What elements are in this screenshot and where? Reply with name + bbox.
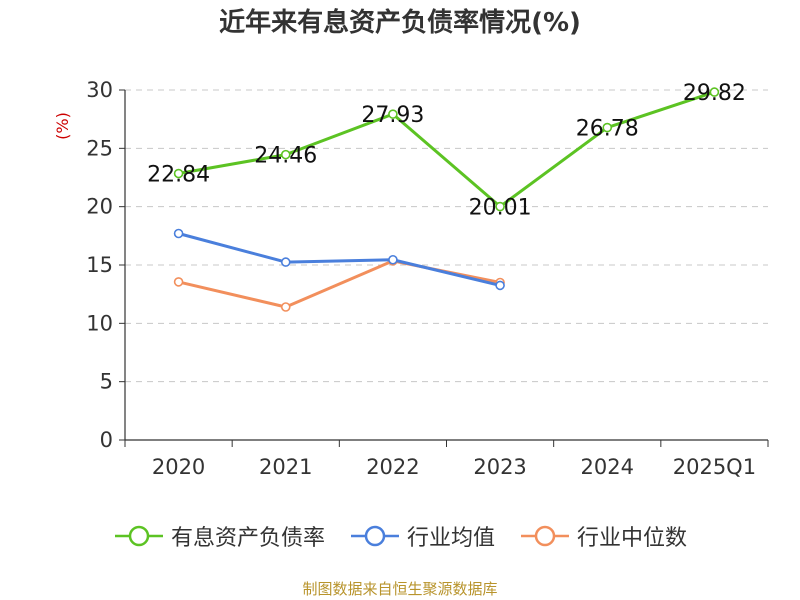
x-tick-label: 2025Q1	[673, 455, 756, 479]
data-point[interactable]	[709, 87, 720, 97]
y-tick-label: 30	[86, 78, 113, 102]
legend-marker	[114, 525, 163, 547]
series-line	[178, 259, 501, 309]
legend-item[interactable]: 行业均值	[349, 520, 495, 552]
series	[173, 87, 720, 312]
y-tick-label: 5	[100, 370, 113, 394]
data-point[interactable]	[173, 168, 184, 179]
legend-item[interactable]: 有息资产负债率	[113, 520, 325, 552]
data-label: 26.78	[576, 117, 639, 142]
data-label: 22.84	[147, 163, 210, 188]
legend-marker	[521, 525, 569, 547]
data-point[interactable]	[280, 302, 291, 312]
x-tick-label: 2021	[259, 455, 312, 479]
y-tick-label: 15	[86, 253, 113, 277]
x-tick-label: 2020	[152, 455, 205, 479]
legend-label: 行业均值	[406, 526, 495, 551]
y-tick-label: 20	[86, 195, 113, 219]
data-point[interactable]	[173, 228, 184, 239]
chart-title: 近年来有息资产负债率情况(%)	[219, 8, 581, 38]
data-point[interactable]	[495, 201, 505, 212]
series-line	[178, 232, 501, 287]
legend-marker	[350, 525, 399, 547]
y-tick-label: 10	[86, 311, 113, 335]
data-label: 20.01	[469, 196, 532, 221]
data-label: 27.93	[361, 103, 424, 128]
y-axis-label: (%)	[53, 112, 72, 140]
legend-label: 有息资产负债率	[170, 526, 325, 551]
axes: 0 5 10 15 20 25 30 2020 2021 2022 2023 2024 2025Q1	[86, 78, 769, 479]
gridlines	[125, 89, 768, 383]
x-tick-label: 2023	[473, 455, 526, 479]
source-note: 制图数据来自恒生聚源数据库	[302, 580, 498, 598]
data-point[interactable]	[173, 277, 184, 287]
legend: 有息资产负债率 行业均值 行业中位数	[0, 520, 800, 552]
x-tick-label: 2024	[581, 455, 634, 479]
data-labels: 22.84 24.46 27.93 20.01 26.78 29.82	[147, 81, 746, 220]
legend-item[interactable]: 行业中位数	[519, 520, 687, 552]
data-point[interactable]	[388, 254, 398, 265]
legend-label: 行业中位数	[577, 526, 688, 551]
data-point[interactable]	[388, 109, 398, 119]
data-point[interactable]	[280, 149, 291, 160]
data-point[interactable]	[280, 257, 291, 267]
y-tick-label: 25	[86, 136, 113, 160]
y-tick-label: 0	[100, 428, 113, 452]
data-point[interactable]	[602, 122, 613, 133]
data-label: 29.82	[683, 81, 746, 106]
x-tick-label: 2022	[366, 455, 419, 479]
data-point[interactable]	[495, 280, 505, 291]
data-label: 24.46	[254, 144, 317, 169]
series-line	[178, 90, 715, 209]
